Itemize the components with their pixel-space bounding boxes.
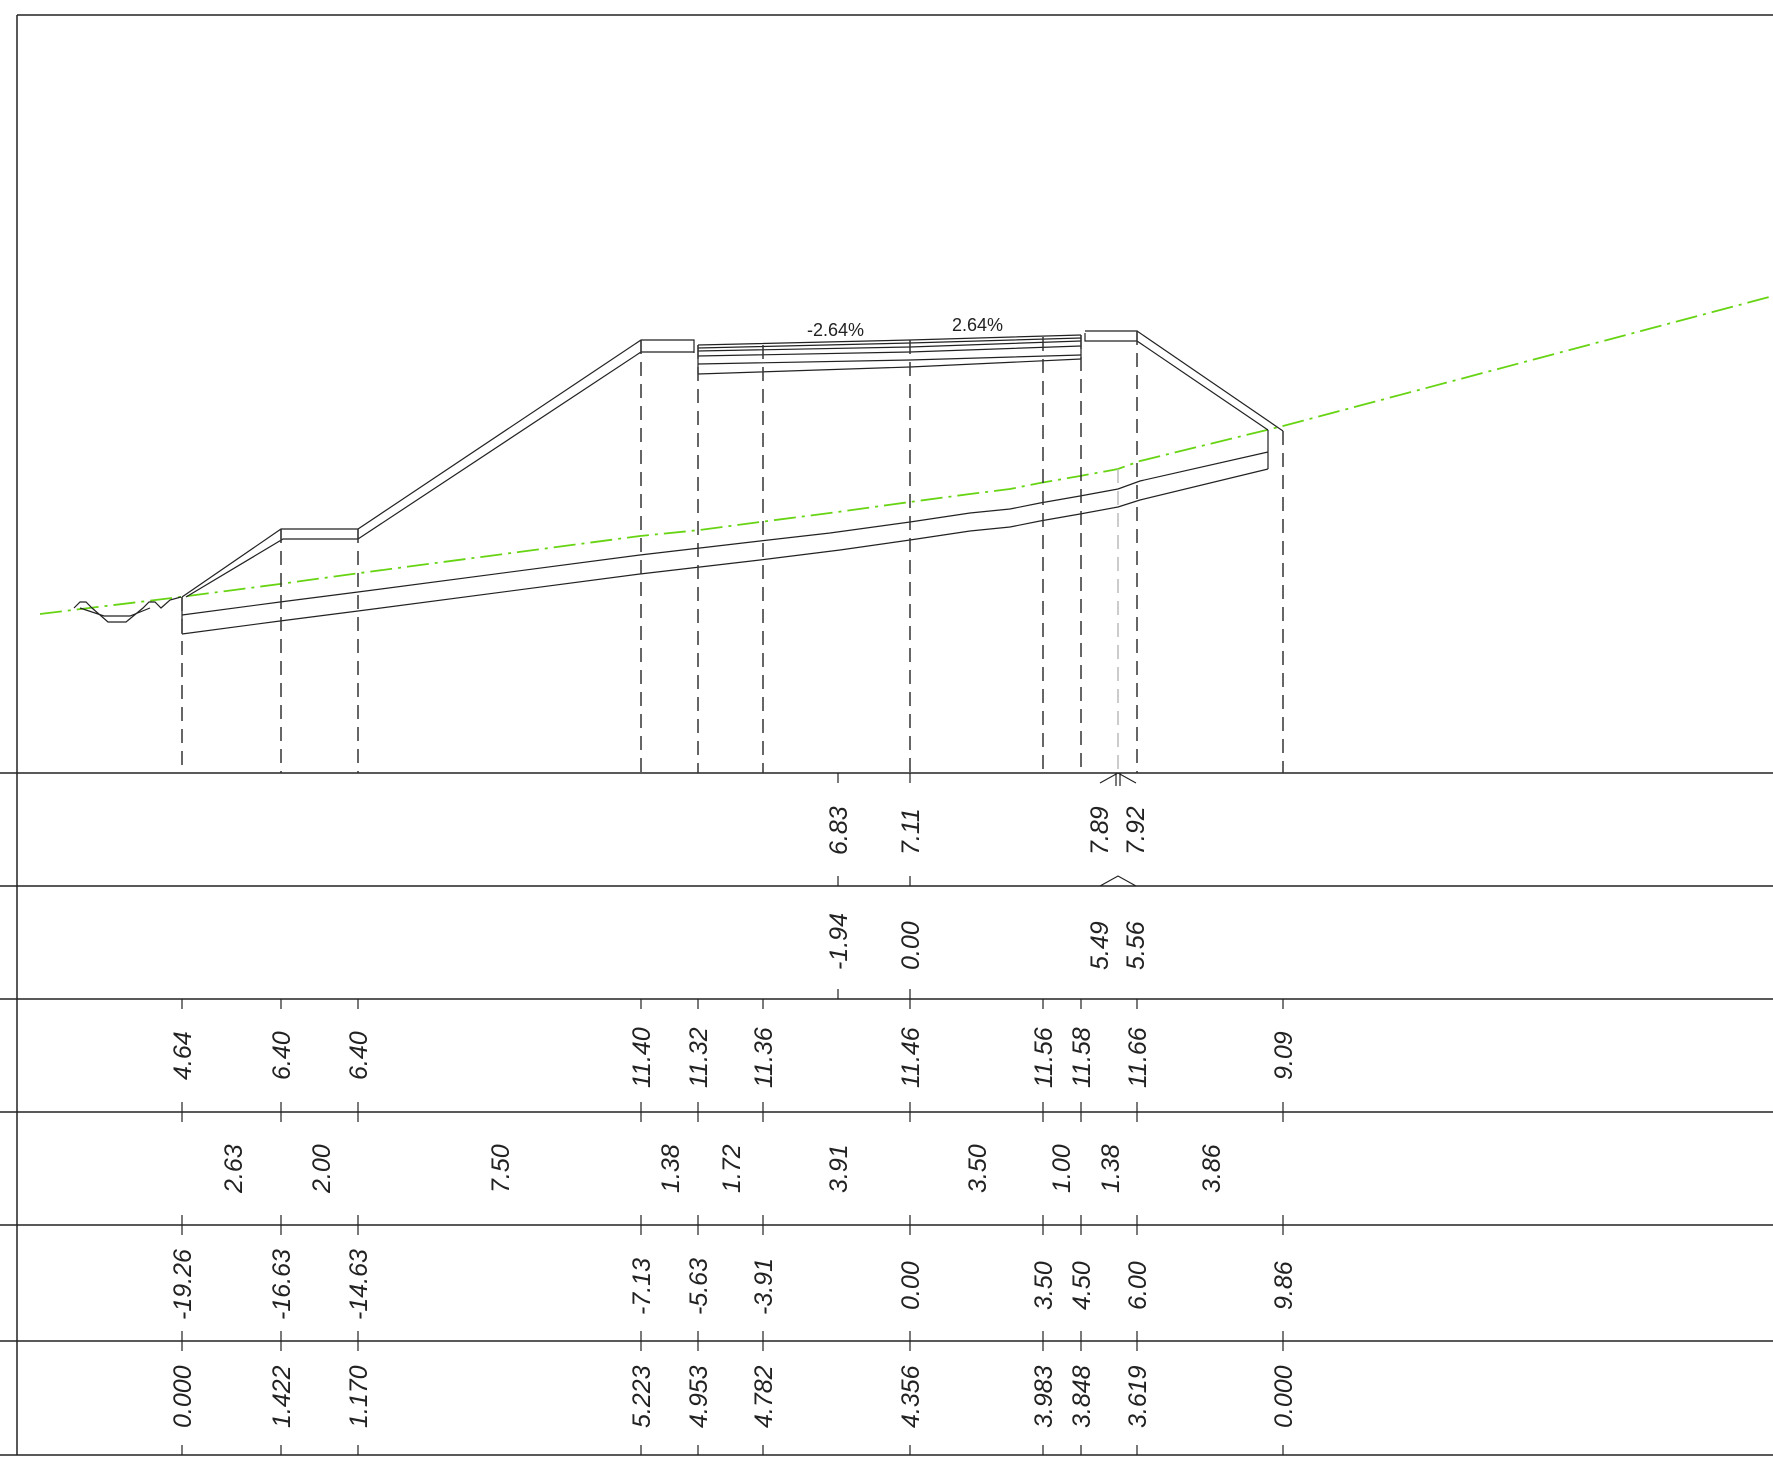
row3-value: 11.58 xyxy=(1068,1027,1096,1088)
row-6: 0.000 1.422 1.170 5.223 4.953 4.782 4.35… xyxy=(169,1365,1298,1428)
row1-value: 7.89 xyxy=(1086,806,1114,855)
row4-value: 1.38 xyxy=(1097,1144,1125,1193)
row2-value: 0.00 xyxy=(897,921,925,970)
row4-value: 2.63 xyxy=(220,1144,248,1194)
station-dash-lines xyxy=(181,331,1284,773)
existing-ground-line xyxy=(39,295,1773,615)
row4-value: 7.50 xyxy=(487,1144,515,1193)
row5-value: -5.63 xyxy=(685,1258,713,1315)
right-slope-inner xyxy=(1136,340,1269,431)
row4-value: 2.00 xyxy=(308,1144,336,1194)
row-5: -19.26 -16.63 -14.63 -7.13 -5.63 -3.91 0… xyxy=(169,1249,1298,1320)
row6-value: 5.223 xyxy=(628,1365,656,1428)
row3-value: 6.40 xyxy=(345,1031,373,1080)
right-slope xyxy=(1136,330,1284,432)
row3-value: 6.40 xyxy=(268,1031,296,1080)
row4-value: 3.91 xyxy=(825,1144,853,1193)
row4-value: 1.72 xyxy=(718,1144,746,1193)
table-grid xyxy=(0,772,1773,1342)
ditch-inner xyxy=(79,607,151,617)
ditch-outline xyxy=(73,596,182,623)
row5-value: -3.91 xyxy=(750,1258,778,1315)
row1-2-ticks xyxy=(837,772,1137,999)
pavement-layers xyxy=(697,334,1082,375)
row6-value: 4.356 xyxy=(897,1365,925,1428)
row3-value: 11.36 xyxy=(750,1027,778,1088)
row5-value: 4.50 xyxy=(1068,1261,1096,1310)
row3-value: 11.56 xyxy=(1030,1027,1058,1088)
station-ticks xyxy=(181,999,1284,1455)
row4-value: 3.50 xyxy=(964,1144,992,1193)
right-shoulder xyxy=(1084,330,1138,342)
embankment-slope-inner xyxy=(357,351,694,540)
row5-value: 0.00 xyxy=(897,1261,925,1310)
row-2: -1.94 0.00 5.49 5.56 xyxy=(825,913,1150,970)
row3-value: 11.32 xyxy=(685,1027,713,1088)
strip-layer-lower xyxy=(181,468,1269,635)
grade-left-label: -2.64% xyxy=(807,320,864,340)
row6-value: 3.983 xyxy=(1030,1365,1058,1428)
row5-value: -19.26 xyxy=(169,1249,197,1320)
row1-value: 7.92 xyxy=(1122,806,1150,855)
row5-value: 3.50 xyxy=(1030,1261,1058,1310)
row5-value: -16.63 xyxy=(268,1249,296,1320)
row4-value: 1.38 xyxy=(657,1144,685,1193)
embankment-berm-inner xyxy=(185,529,359,598)
row2-value: -1.94 xyxy=(825,913,853,970)
row-3: 4.64 6.40 6.40 11.40 11.32 11.36 11.46 1… xyxy=(169,1027,1298,1088)
row5-value: -14.63 xyxy=(345,1249,373,1320)
row6-value: 4.953 xyxy=(685,1365,713,1428)
row3-value: 4.64 xyxy=(169,1031,197,1080)
row4-value: 1.00 xyxy=(1048,1144,1076,1193)
row6-value: 3.848 xyxy=(1068,1365,1096,1428)
row5-value: -7.13 xyxy=(628,1258,656,1315)
grade-right-label: 2.64% xyxy=(952,315,1003,335)
row5-value: 6.00 xyxy=(1124,1261,1152,1310)
row-4: 2.63 2.00 7.50 1.38 1.72 3.91 3.50 1.00 … xyxy=(220,1144,1226,1194)
row5-value: 9.86 xyxy=(1270,1261,1298,1310)
row1-value: 6.83 xyxy=(825,806,853,855)
row6-value: 4.782 xyxy=(750,1365,778,1428)
row3-value: 11.46 xyxy=(897,1027,925,1088)
row-1: 6.83 7.11 7.89 7.92 xyxy=(825,806,1150,855)
row2-value: 5.56 xyxy=(1122,921,1150,970)
row6-value: 1.422 xyxy=(268,1365,296,1428)
row6-value: 0.000 xyxy=(1270,1365,1298,1428)
row3-value: 11.40 xyxy=(628,1027,656,1088)
embankment-outline xyxy=(181,339,695,598)
strip-layer-upper xyxy=(181,451,1269,616)
row2-value: 5.49 xyxy=(1086,921,1114,970)
row4-value: 3.86 xyxy=(1198,1144,1226,1193)
row6-value: 0.000 xyxy=(169,1365,197,1428)
row6-value: 1.170 xyxy=(345,1365,373,1428)
row3-value: 9.09 xyxy=(1270,1031,1298,1080)
row3-value: 11.66 xyxy=(1124,1027,1152,1088)
row1-value: 7.11 xyxy=(897,808,925,855)
row6-value: 3.619 xyxy=(1124,1365,1152,1428)
